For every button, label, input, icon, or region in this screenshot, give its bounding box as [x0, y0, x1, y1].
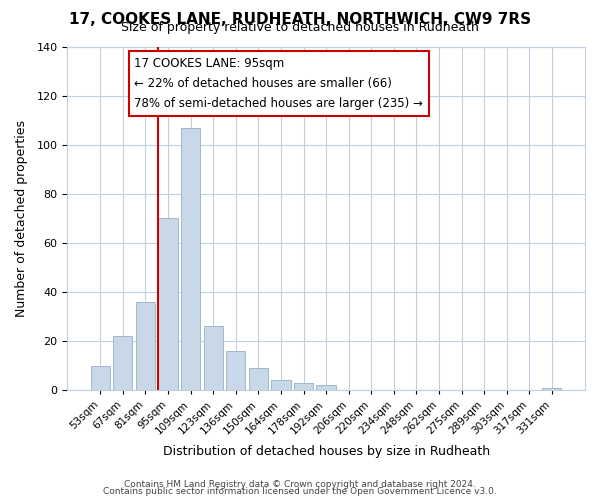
Text: 17 COOKES LANE: 95sqm
← 22% of detached houses are smaller (66)
78% of semi-deta: 17 COOKES LANE: 95sqm ← 22% of detached … — [134, 57, 424, 110]
Bar — [203, 326, 223, 390]
Bar — [226, 351, 245, 391]
Text: Size of property relative to detached houses in Rudheath: Size of property relative to detached ho… — [121, 22, 479, 35]
Bar — [91, 366, 110, 390]
Bar — [249, 368, 268, 390]
Text: Contains HM Land Registry data © Crown copyright and database right 2024.: Contains HM Land Registry data © Crown c… — [124, 480, 476, 489]
Bar — [158, 218, 178, 390]
Bar — [136, 302, 155, 390]
X-axis label: Distribution of detached houses by size in Rudheath: Distribution of detached houses by size … — [163, 444, 490, 458]
Bar — [542, 388, 562, 390]
Bar — [113, 336, 133, 390]
Bar — [316, 386, 335, 390]
Y-axis label: Number of detached properties: Number of detached properties — [15, 120, 28, 317]
Text: Contains public sector information licensed under the Open Government Licence v3: Contains public sector information licen… — [103, 488, 497, 496]
Text: 17, COOKES LANE, RUDHEATH, NORTHWICH, CW9 7RS: 17, COOKES LANE, RUDHEATH, NORTHWICH, CW… — [69, 12, 531, 26]
Bar — [294, 383, 313, 390]
Bar — [181, 128, 200, 390]
Bar — [271, 380, 290, 390]
